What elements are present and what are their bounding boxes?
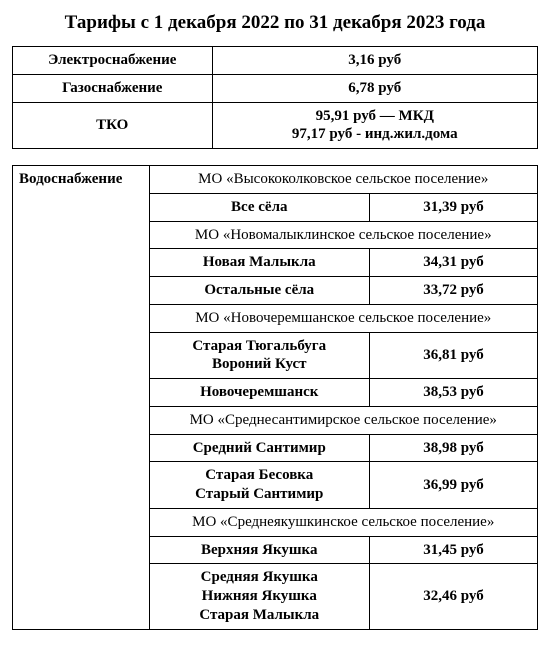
water-table: ВодоснабжениеМО «Высококолковское сельск… [12, 165, 538, 630]
service-label: Газоснабжение [13, 74, 213, 102]
service-label: Электроснабжение [13, 47, 213, 75]
water-price: 32,46 руб [370, 564, 538, 629]
water-price: 36,99 руб [370, 462, 538, 509]
water-section-name: МО «Среднесантимирское сельское поселени… [149, 406, 538, 434]
service-value: 95,91 руб — МКД97,17 руб - инд.жил.дома [212, 102, 538, 149]
water-section-name: МО «Среднеякушкинское сельское поселение… [149, 508, 538, 536]
water-price: 33,72 руб [370, 277, 538, 305]
water-price: 38,98 руб [370, 434, 538, 462]
water-section-name: МО «Новочеремшанское сельское поселение» [149, 304, 538, 332]
table-row: Газоснабжение 6,78 руб [13, 74, 538, 102]
water-place: Новочеремшанск [149, 379, 370, 407]
water-section-name: МО «Новомалыклинское сельское поселение» [149, 221, 538, 249]
water-price: 31,45 руб [370, 536, 538, 564]
service-value: 6,78 руб [212, 74, 538, 102]
water-place: Все сёла [149, 193, 370, 221]
water-price: 36,81 руб [370, 332, 538, 379]
water-place: Старая ТюгальбугаВороний Куст [149, 332, 370, 379]
water-place: Остальные сёла [149, 277, 370, 305]
service-value: 3,16 руб [212, 47, 538, 75]
tariffs-table-top: Электроснабжение 3,16 руб Газоснабжение … [12, 46, 538, 149]
water-price: 34,31 руб [370, 249, 538, 277]
table-row: Электроснабжение 3,16 руб [13, 47, 538, 75]
water-label: Водоснабжение [13, 166, 150, 630]
water-place: Верхняя Якушка [149, 536, 370, 564]
service-label: ТКО [13, 102, 213, 149]
water-place: Средняя ЯкушкаНижняя ЯкушкаСтарая Малыкл… [149, 564, 370, 629]
water-price: 38,53 руб [370, 379, 538, 407]
water-place: Средний Сантимир [149, 434, 370, 462]
water-section-name: МО «Высококолковское сельское поселение» [149, 166, 538, 194]
page-title: Тарифы с 1 декабря 2022 по 31 декабря 20… [12, 12, 538, 34]
water-price: 31,39 руб [370, 193, 538, 221]
table-row: ТКО 95,91 руб — МКД97,17 руб - инд.жил.д… [13, 102, 538, 149]
water-place: Старая БесовкаСтарый Сантимир [149, 462, 370, 509]
water-section-header: ВодоснабжениеМО «Высококолковское сельск… [13, 166, 538, 194]
water-place: Новая Малыкла [149, 249, 370, 277]
